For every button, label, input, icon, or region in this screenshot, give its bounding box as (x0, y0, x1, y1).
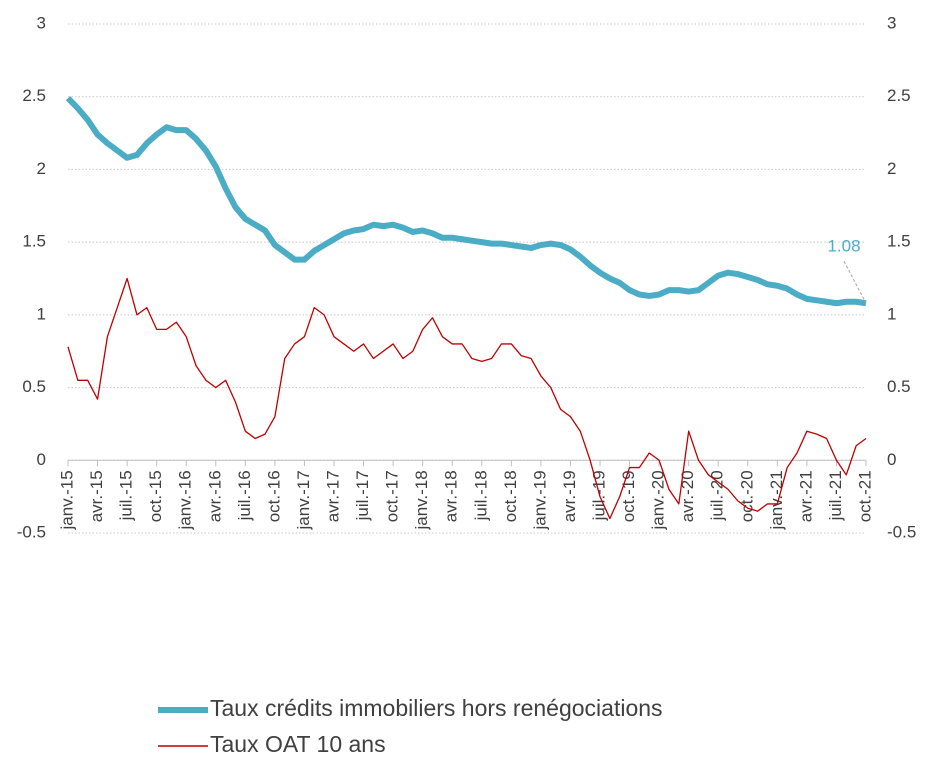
y-tick-label: 1 (37, 304, 46, 323)
x-tick-label: avr.-18 (442, 470, 461, 522)
y2-tick-label: -0.5 (887, 522, 916, 541)
y2-tick-label: 2 (887, 159, 896, 178)
x-tick-label: oct.-21 (855, 470, 874, 522)
series-line (65, 96, 867, 307)
x-tick-label: avr.-15 (87, 470, 106, 522)
legend-label: Taux OAT 10 ans (210, 731, 386, 757)
x-tick-label: janv.-15 (57, 470, 76, 530)
x-tick-label: janv.-18 (412, 470, 431, 530)
x-tick-label: juil.-19 (589, 470, 608, 521)
series-line (67, 277, 867, 520)
y2-tick-label: 0.5 (887, 377, 911, 396)
x-tick-label: juil.-18 (471, 470, 490, 521)
x-tick-label: oct.-18 (501, 470, 520, 522)
x-tick-label: oct.-17 (383, 470, 402, 522)
x-tick-label: juil.-16 (235, 470, 254, 521)
y-tick-label: 0.5 (22, 377, 46, 396)
x-tick-label: janv.-16 (176, 470, 195, 530)
x-tick-label: juil.-17 (353, 470, 372, 521)
x-tick-label: janv.-17 (294, 470, 313, 530)
x-tick-label: oct.-19 (619, 470, 638, 522)
y2-tick-label: 1.5 (887, 232, 911, 251)
x-tick-label: juil.-20 (708, 470, 727, 521)
x-tick-label: oct.-15 (146, 470, 165, 522)
y2-tick-label: 1 (887, 304, 896, 323)
y-tick-label: 0 (37, 450, 46, 469)
y-tick-label: 2.5 (22, 86, 46, 105)
x-tick-label: avr.-17 (323, 470, 342, 522)
x-tick-label: avr.-21 (796, 470, 815, 522)
y2-tick-label: 2.5 (887, 86, 911, 105)
x-tick-label: avr.-20 (678, 470, 697, 522)
y-tick-label: 3 (37, 13, 46, 32)
y-tick-label: 1.5 (22, 232, 46, 251)
x-tick-label: avr.-16 (205, 470, 224, 522)
x-tick-label: juil.-15 (117, 470, 136, 521)
y-tick-label: 2 (37, 159, 46, 178)
x-tick-label: janv.-19 (530, 470, 549, 530)
y-tick-label: -0.5 (17, 522, 46, 541)
x-tick-label: oct.-16 (264, 470, 283, 522)
x-tick-label: janv.-21 (767, 470, 786, 530)
data-label: 1.08 (827, 237, 860, 256)
x-tick-label: avr.-19 (560, 470, 579, 522)
x-tick-label: oct.-20 (737, 470, 756, 522)
x-tick-label: janv.-20 (649, 470, 668, 530)
y2-tick-label: 0 (887, 450, 896, 469)
x-tick-label: juil.-21 (826, 470, 845, 521)
y2-tick-label: 3 (887, 13, 896, 32)
legend-label: Taux crédits immobiliers hors renégociat… (210, 695, 663, 721)
annotation-leader (843, 260, 867, 304)
